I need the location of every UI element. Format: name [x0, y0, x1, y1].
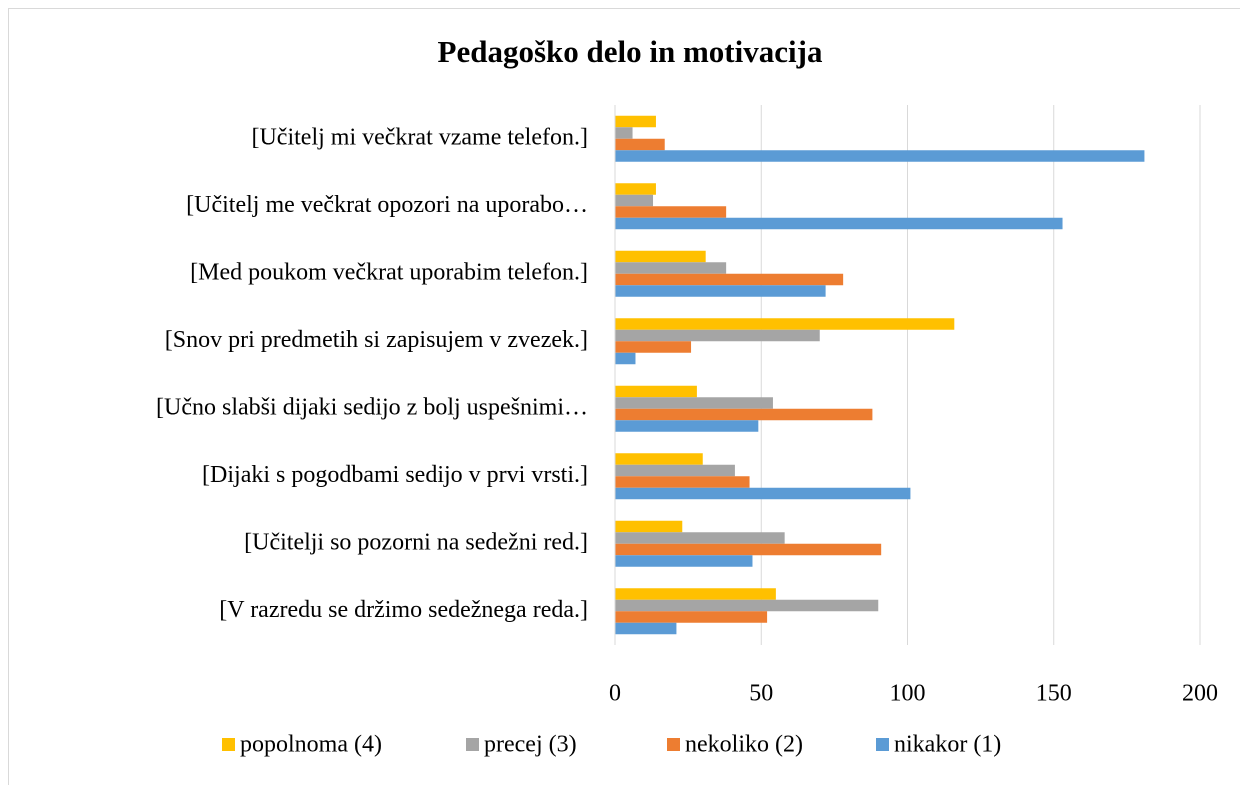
bar: [615, 487, 911, 500]
bar: [615, 329, 820, 342]
bar: [615, 217, 1063, 230]
bar: [615, 532, 785, 544]
bar: [615, 352, 636, 365]
y-tick-label: [Snov pri predmetih si zapisujem v zveze…: [165, 327, 588, 353]
x-tick-label: 150: [1036, 681, 1072, 707]
bar: [615, 588, 776, 600]
y-tick-label: [Učitelji so pozorni na sedežni red.]: [244, 529, 588, 555]
bar: [615, 476, 750, 488]
bar: [615, 420, 759, 432]
bar: [615, 127, 633, 139]
bar: [615, 138, 665, 151]
legend-swatch: [667, 738, 680, 751]
legend-swatch: [222, 738, 235, 751]
bar: [615, 520, 683, 533]
bar: [615, 611, 768, 623]
y-tick-label: [Učitelj mi večkrat vzame telefon.]: [251, 124, 588, 150]
bar: [615, 250, 706, 263]
bar: [615, 318, 955, 330]
legend-label: precej (3): [484, 732, 577, 758]
bar: [615, 285, 826, 297]
bar: [615, 408, 873, 421]
legend-label: nekoliko (2): [685, 732, 803, 758]
y-tick-label: [V razredu se držimo sedežnega reda.]: [219, 597, 588, 623]
bar: [615, 194, 654, 207]
bar: [615, 599, 879, 612]
legend-swatch: [876, 738, 889, 751]
bar: [615, 555, 753, 567]
bar: [615, 397, 773, 409]
bar: [615, 341, 692, 353]
bar: [615, 262, 727, 274]
bar: [615, 385, 697, 398]
bar: [615, 183, 656, 195]
y-tick-label: [Učno slabši dijaki sedijo z bolj uspešn…: [156, 394, 588, 420]
y-tick-label: [Med poukom večkrat uporabim telefon.]: [190, 259, 588, 285]
legend-label: popolnoma (4): [240, 732, 382, 758]
legend-label: nikakor (1): [894, 732, 1001, 758]
chart-title: Pedagoško delo in motivacija: [438, 34, 823, 69]
bar: [615, 206, 727, 218]
x-tick-label: 200: [1182, 681, 1218, 707]
y-tick-label: [Učitelj me večkrat opozori na uporabo…: [186, 192, 588, 218]
bar: [615, 115, 656, 128]
bar: [615, 543, 882, 556]
y-tick-label: [Dijaki s pogodbami sedijo v prvi vrsti.…: [202, 462, 588, 488]
bar: [615, 273, 844, 286]
bar: [615, 150, 1145, 162]
x-tick-label: 0: [609, 681, 621, 707]
bar: [615, 453, 703, 465]
bar: [615, 622, 677, 635]
bar: [615, 464, 735, 477]
x-tick-label: 100: [890, 681, 926, 707]
x-tick-label: 50: [749, 681, 773, 707]
legend-swatch: [466, 738, 479, 751]
